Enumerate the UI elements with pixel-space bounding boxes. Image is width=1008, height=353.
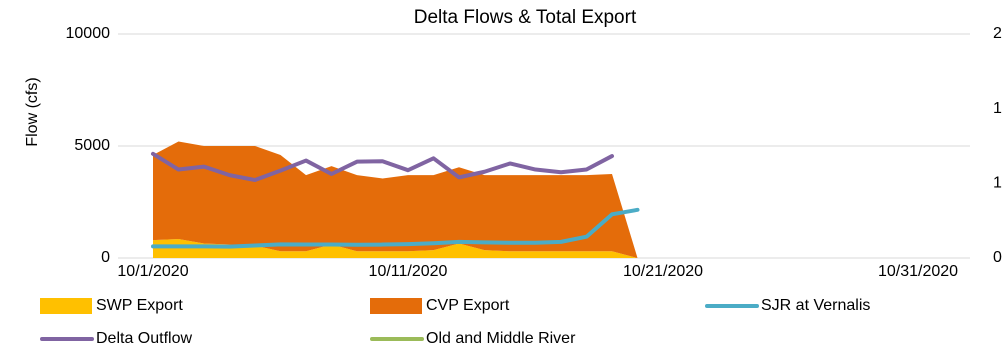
legend-swatch bbox=[370, 298, 422, 314]
x-tick-label: 10/31/2020 bbox=[878, 263, 958, 280]
y-tick-label: 0 bbox=[101, 249, 110, 266]
y2-tick-label: 0 bbox=[993, 249, 1002, 266]
legend-label: SJR at Vernalis bbox=[761, 297, 870, 314]
line bbox=[151, 207, 640, 249]
area bbox=[153, 141, 638, 258]
legend-label: Old and Middle River bbox=[426, 330, 576, 347]
legend-swatch bbox=[40, 298, 92, 314]
x-tick-label: 10/11/2020 bbox=[369, 263, 448, 280]
y-axis-label: Flow (cfs) bbox=[24, 77, 41, 146]
x-tick-label: 10/21/2020 bbox=[623, 263, 703, 280]
y2-tick-label: 1 bbox=[993, 175, 1002, 192]
x-tick-label: 10/1/2020 bbox=[117, 263, 188, 280]
y-tick-label: 5000 bbox=[74, 137, 110, 154]
y2-tick-label: 1 bbox=[993, 100, 1002, 117]
chart-title: Delta Flows & Total Export bbox=[414, 7, 637, 28]
legend-label: Delta Outflow bbox=[96, 330, 192, 347]
legend-label: CVP Export bbox=[426, 297, 510, 314]
y2-tick-label: 2 bbox=[993, 25, 1002, 42]
legend-label: SWP Export bbox=[96, 297, 183, 314]
line bbox=[151, 151, 614, 183]
y-tick-label: 10000 bbox=[66, 25, 111, 42]
area bbox=[153, 238, 638, 258]
